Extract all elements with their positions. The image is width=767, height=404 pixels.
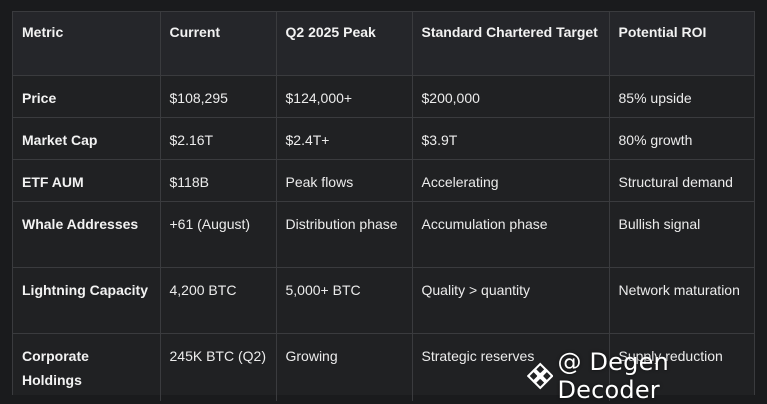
row-current: $118B bbox=[160, 159, 277, 202]
row-roi: Structural demand bbox=[609, 159, 754, 202]
row-peak: 5,000+ BTC bbox=[276, 267, 413, 334]
row-current: $2.16T bbox=[160, 117, 277, 160]
row-metric: Lightning Capacity bbox=[13, 267, 161, 334]
table-row: Lightning Capacity 4,200 BTC 5,000+ BTC … bbox=[13, 267, 754, 334]
comparison-table: Metric Current Q2 2025 Peak Standard Cha… bbox=[13, 12, 754, 401]
data-table-container: Metric Current Q2 2025 Peak Standard Cha… bbox=[12, 11, 755, 401]
binance-diamond-icon bbox=[527, 362, 554, 390]
row-current: 245K BTC (Q2) bbox=[160, 333, 277, 401]
row-current: 4,200 BTC bbox=[160, 267, 277, 334]
row-target: Accumulation phase bbox=[412, 201, 610, 268]
header-q2-peak: Q2 2025 Peak bbox=[276, 12, 413, 76]
row-metric: Whale Addresses bbox=[13, 201, 161, 268]
table-header-row: Metric Current Q2 2025 Peak Standard Cha… bbox=[13, 12, 754, 76]
table-row: Price $108,295 $124,000+ $200,000 85% up… bbox=[13, 75, 754, 118]
header-current: Current bbox=[160, 12, 277, 76]
row-peak: Growing bbox=[276, 333, 413, 401]
row-peak: Distribution phase bbox=[276, 201, 413, 268]
header-target: Standard Chartered Target bbox=[412, 12, 610, 76]
header-metric: Metric bbox=[13, 12, 161, 76]
row-metric: Corporate Holdings bbox=[13, 333, 161, 401]
row-metric: Market Cap bbox=[13, 117, 161, 160]
row-current: $108,295 bbox=[160, 75, 277, 118]
row-current: +61 (August) bbox=[160, 201, 277, 268]
row-target: $200,000 bbox=[412, 75, 610, 118]
row-peak: $124,000+ bbox=[276, 75, 413, 118]
row-target: Strategic reserves bbox=[412, 333, 610, 401]
row-roi: Bullish signal bbox=[609, 201, 754, 268]
header-roi: Potential ROI bbox=[609, 12, 754, 76]
row-metric: ETF AUM bbox=[13, 159, 161, 202]
table-row: Corporate Holdings 245K BTC (Q2) Growing… bbox=[13, 333, 754, 401]
row-peak: Peak flows bbox=[276, 159, 413, 202]
table-row: Whale Addresses +61 (August) Distributio… bbox=[13, 201, 754, 268]
table-row: Market Cap $2.16T $2.4T+ $3.9T 80% growt… bbox=[13, 117, 754, 160]
watermark: @ Degen Decoder bbox=[527, 348, 767, 404]
row-peak: $2.4T+ bbox=[276, 117, 413, 160]
row-roi: Supply reduction bbox=[618, 348, 723, 364]
row-target: Quality > quantity bbox=[412, 267, 610, 334]
row-roi: 80% growth bbox=[609, 117, 754, 160]
row-target: Accelerating bbox=[412, 159, 610, 202]
row-target: $3.9T bbox=[412, 117, 610, 160]
watermark-text: @ Degen Decoder bbox=[557, 348, 669, 404]
row-metric: Price bbox=[13, 75, 161, 118]
row-roi: Network maturation bbox=[609, 267, 754, 334]
table-row: ETF AUM $118B Peak flows Accelerating St… bbox=[13, 159, 754, 202]
row-roi: 85% upside bbox=[609, 75, 754, 118]
